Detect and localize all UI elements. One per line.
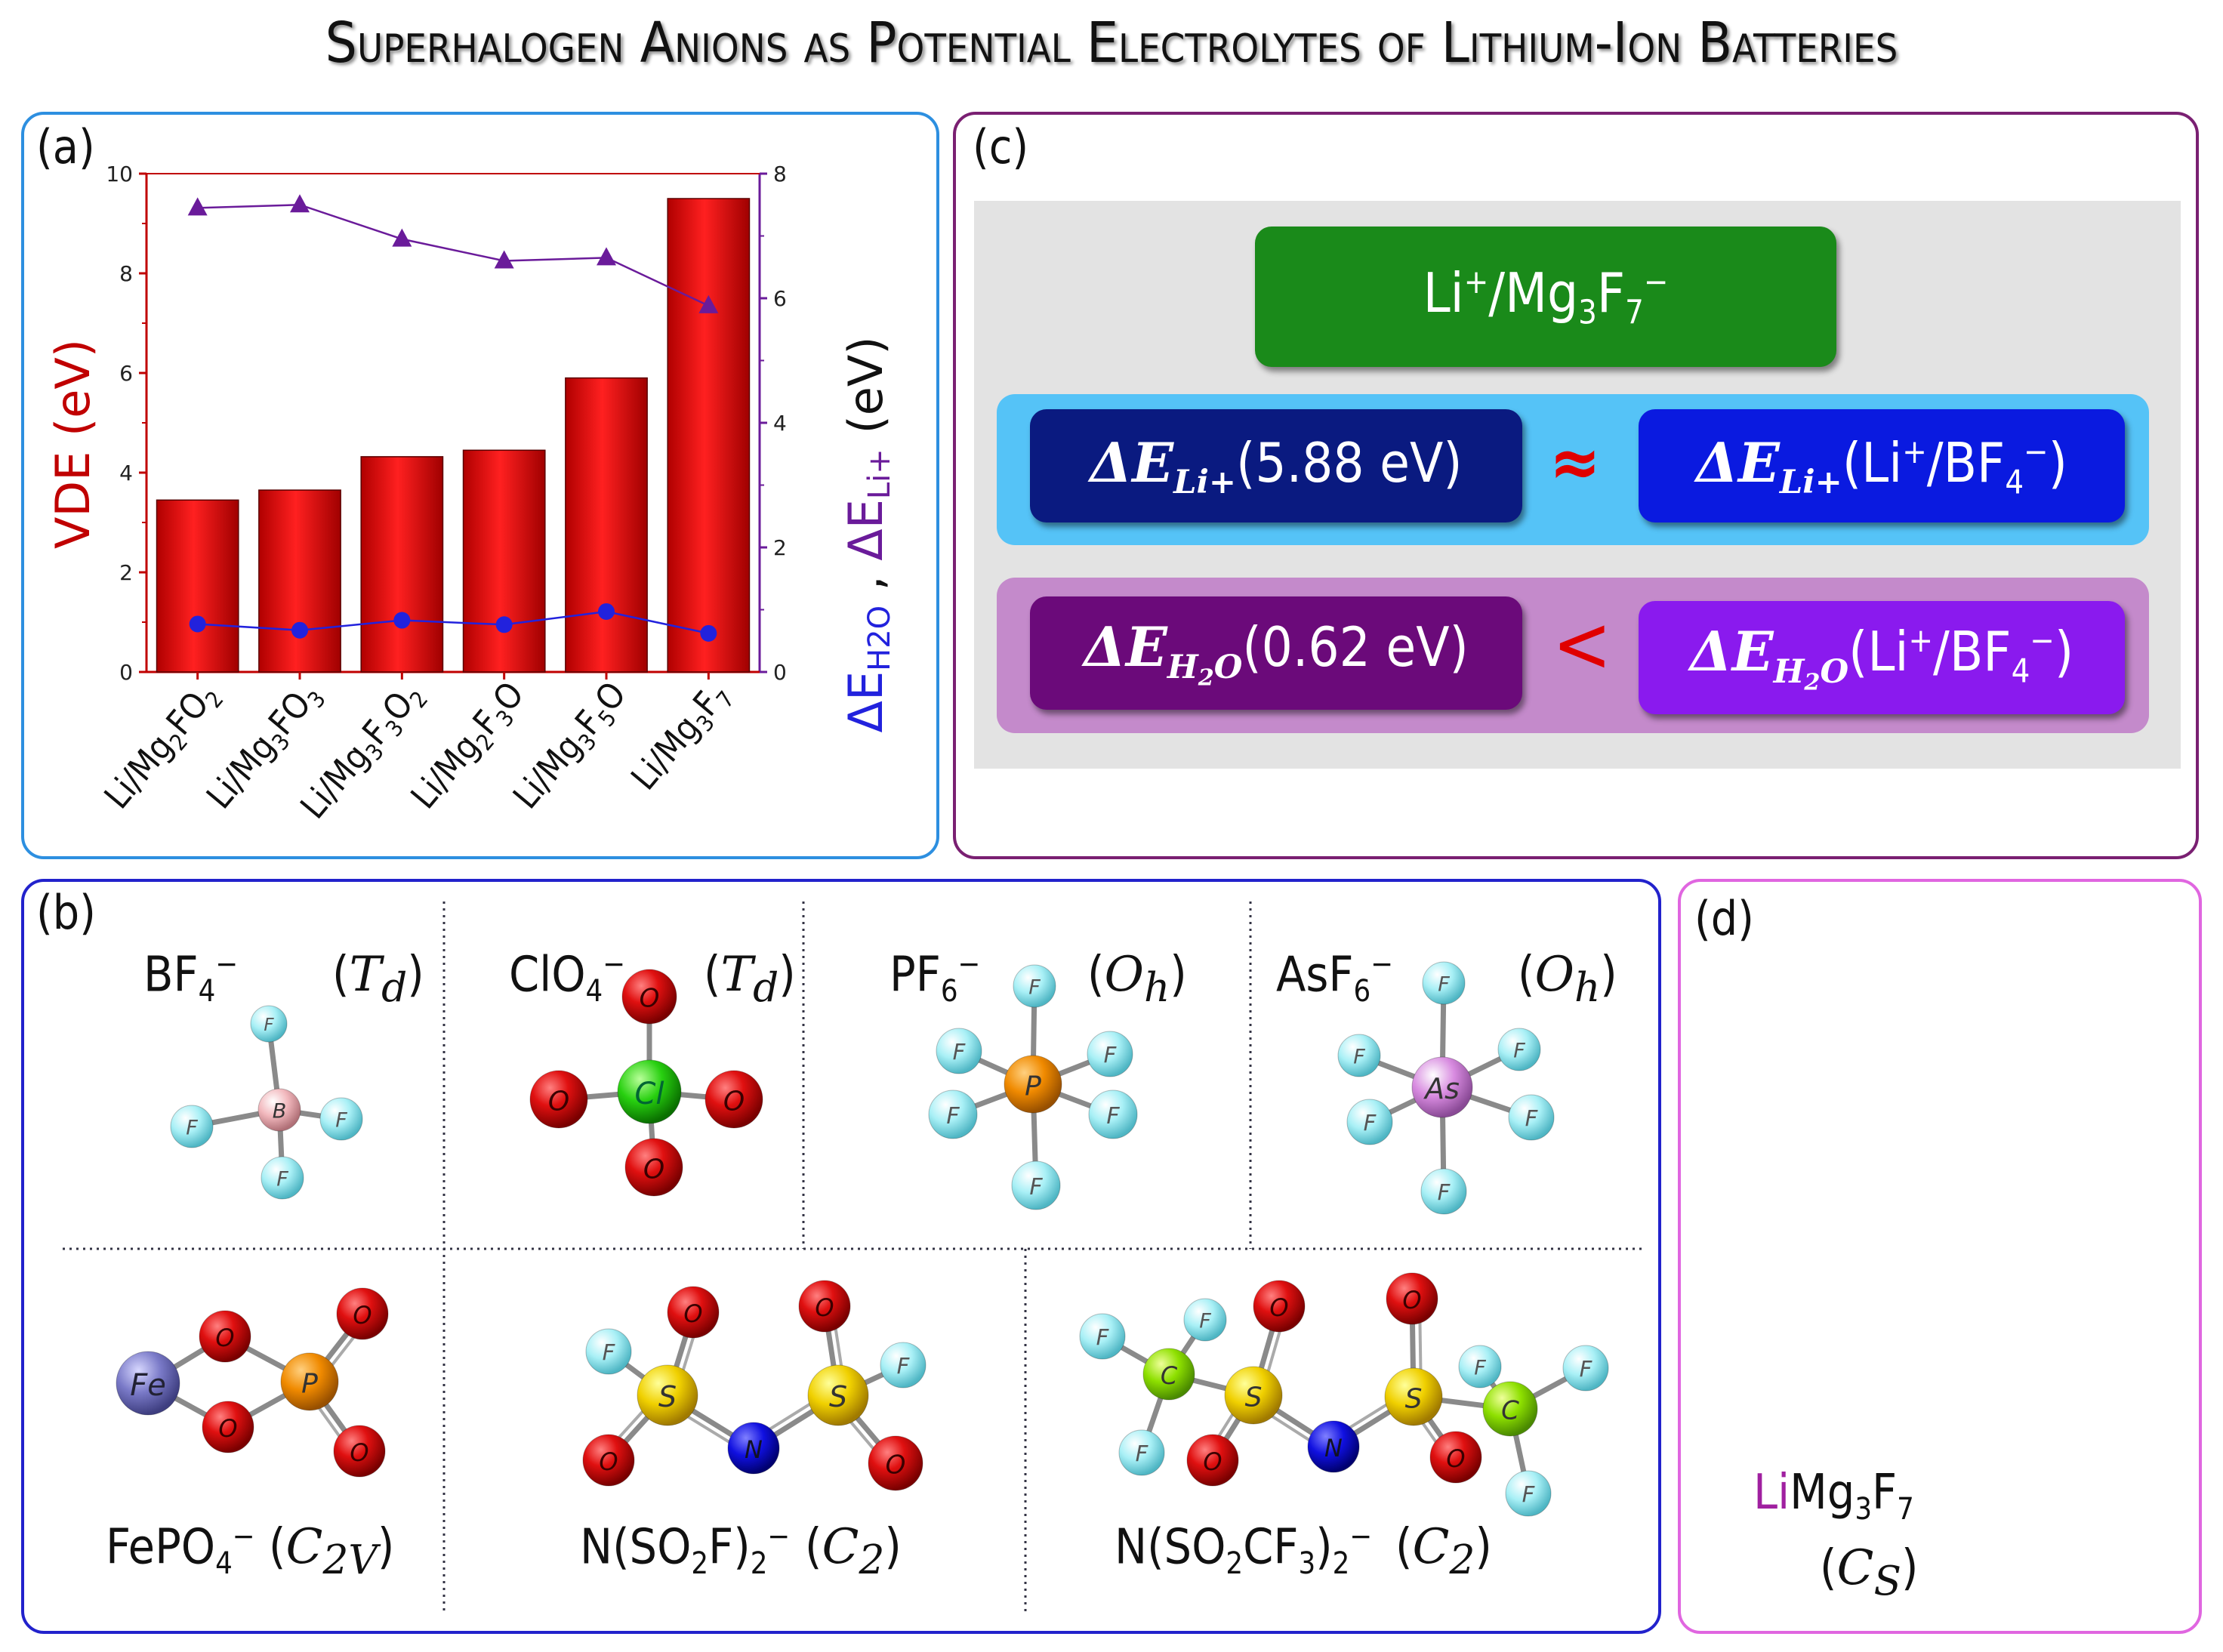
vde-bar-chart: 024681002468Li/Mg2FO2Li/Mg3FO3Li/Mg3F3O2…: [45, 162, 897, 826]
point-delta-e-h2o: [598, 603, 615, 620]
mol-pf6-symmetry: (Oh): [1087, 947, 1187, 1011]
bar-vde: [667, 198, 751, 673]
ytick-right-label: 4: [773, 411, 787, 436]
row2-left-box: ΔEH2O(0.62 eV): [1030, 596, 1522, 710]
mol-bf4-symmetry: (Td): [332, 947, 424, 1011]
row2-right-ref: (Li+/BF4−): [1848, 620, 2074, 691]
ytick-left-label: 4: [119, 461, 133, 485]
row1-right-box: ΔELi+(Li+/BF4−): [1639, 409, 2125, 522]
point-delta-e-li: [698, 294, 719, 313]
ytick-left-label: 0: [119, 660, 133, 685]
mol-nso2f2-symmetry: (C2): [805, 1519, 902, 1583]
figure-title: Superhalogen Anions as Potential Electro…: [325, 11, 1898, 76]
ytick-left-label: 6: [119, 361, 133, 386]
mol-pf6-label: PF6−: [890, 947, 981, 1009]
ylabel-right: ΔEH2O , ΔELi+ (eV): [838, 337, 897, 733]
row1-left-value: (5.88 eV): [1236, 430, 1463, 495]
row2-left-value: (0.62 eV): [1242, 615, 1469, 680]
point-delta-e-li: [187, 197, 208, 216]
point-delta-e-li: [290, 194, 310, 213]
mol-nso2cf32-label: N(SO2CF3)2−: [1115, 1519, 1373, 1582]
ytick-left-label: 2: [119, 560, 133, 585]
mol-nso2cf32-symmetry: (C2): [1395, 1519, 1492, 1583]
line-delta-e-li: [197, 203, 709, 307]
panel-b: [21, 879, 1661, 1634]
point-delta-e-li: [494, 250, 514, 269]
point-delta-e-h2o: [291, 621, 308, 639]
point-delta-e-h2o: [189, 615, 206, 633]
top-box-text: Li+/Mg3F7−: [1423, 261, 1669, 332]
bar-vde: [462, 449, 546, 673]
delta-e-symbol: ΔE: [1084, 615, 1167, 680]
ylabel-right-comma: ,: [838, 561, 893, 606]
ytick-right-label: 8: [773, 162, 787, 186]
delta-e-symbol: ΔE: [1090, 430, 1174, 495]
limg3f7-point-group: (CS): [1820, 1540, 1919, 1604]
mol-asf6-symmetry: (Oh): [1518, 947, 1617, 1011]
panel-d-label: (d): [1694, 891, 1754, 946]
point-delta-e-h2o: [495, 616, 513, 633]
panel-a-label: (a): [36, 119, 95, 174]
point-delta-e-h2o: [393, 612, 411, 629]
point-delta-e-h2o: [700, 624, 717, 642]
delta-e-sub-li: Li+: [1779, 463, 1842, 502]
ytick-right-label: 2: [773, 535, 787, 560]
mol-clo4-symmetry: (Td): [704, 947, 796, 1011]
row1-right-ref: (Li+/BF4−): [1842, 430, 2067, 502]
approx-symbol: ≈: [1549, 423, 1601, 502]
x-category-label: Li/Mg3F7: [623, 673, 740, 800]
ylabel-right-deli-sub: Li+: [862, 448, 897, 499]
delta-e-sub-h2o: H2O: [1167, 647, 1243, 692]
ylabel-right-deli: ΔE: [838, 499, 893, 561]
point-delta-e-li: [392, 228, 412, 247]
ytick-right-label: 6: [773, 286, 787, 311]
mol-asf6-label: AsF6−: [1276, 947, 1394, 1009]
less-than-symbol: <: [1552, 598, 1612, 690]
delta-e-sub-li: Li+: [1173, 463, 1237, 502]
mol-bf4-label: BF4−: [143, 947, 239, 1009]
ytick-right-label: 0: [773, 660, 787, 685]
mol-fepo4-symmetry: (C2V): [269, 1519, 395, 1583]
delta-e-symbol: ΔE: [1696, 430, 1780, 495]
ytick-left-label: 10: [106, 162, 133, 186]
bar-vde: [258, 489, 341, 673]
ylabel-left: VDE (eV): [45, 339, 100, 549]
row2-right-box: ΔEH2O(Li+/BF4−): [1639, 601, 2125, 714]
mol-nso2f2-label: N(SO2F)2−: [580, 1519, 791, 1582]
ytick-left-label: 8: [119, 261, 133, 286]
line-delta-e-h2o: [197, 610, 709, 635]
row1-left-box: ΔELi+(5.88 eV): [1030, 409, 1522, 522]
bar-vde: [156, 499, 239, 673]
top-box-li-mg3f7: Li+/Mg3F7−: [1255, 227, 1836, 367]
panel-c-label: (c): [973, 119, 1029, 174]
ylabel-right-deh2o-sub: H2O: [862, 606, 897, 671]
bar-vde: [360, 456, 444, 673]
limg3f7-formula: LiMg3F7: [1753, 1465, 1914, 1527]
chart-marks: 024681002468Li/Mg2FO2Li/Mg3FO3Li/Mg3F3O2…: [96, 162, 787, 826]
point-delta-e-li: [597, 247, 616, 266]
delta-e-symbol: ΔE: [1689, 619, 1774, 684]
mol-fepo4-label: FePO4−: [106, 1519, 255, 1582]
panel-b-label: (b): [36, 885, 96, 940]
bar-vde: [565, 377, 648, 673]
panel-d: [1678, 879, 2202, 1634]
ylabel-right-unit: (eV): [838, 337, 893, 449]
delta-e-sub-h2o: H2O: [1773, 652, 1849, 696]
mol-clo4-label: ClO4−: [509, 947, 626, 1009]
ylabel-right-deh2o: ΔE: [838, 671, 893, 733]
